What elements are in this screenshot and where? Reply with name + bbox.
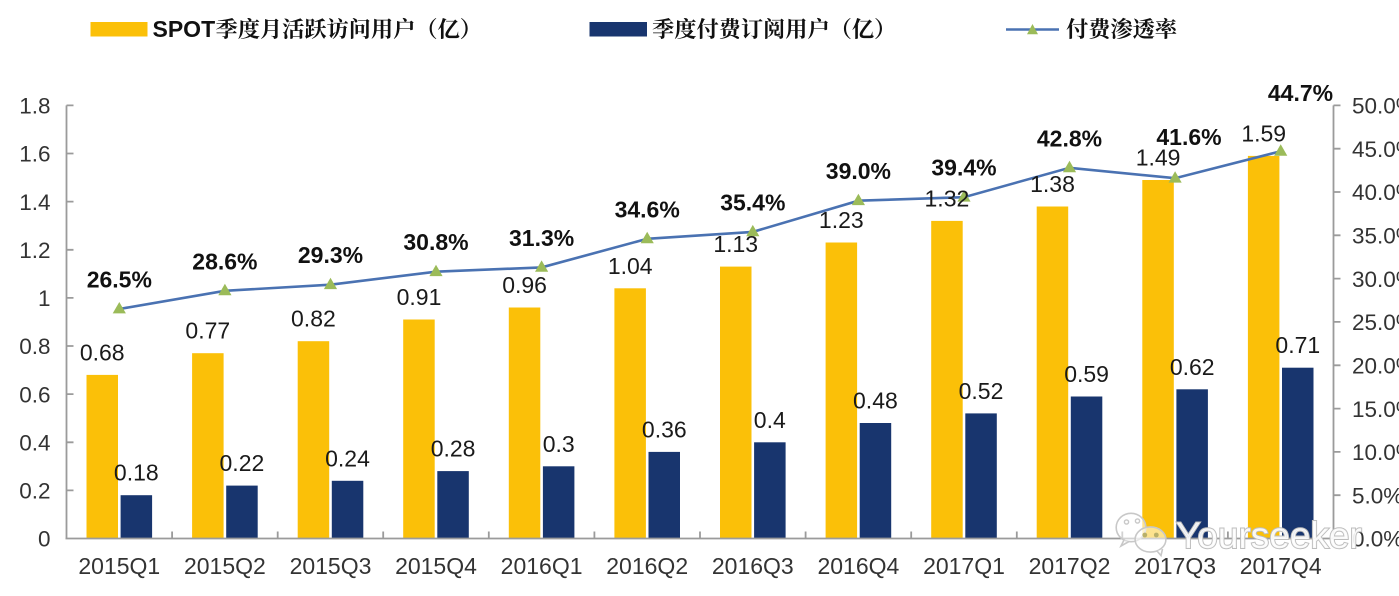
svg-text:0.91: 0.91 [397, 284, 442, 310]
svg-text:Yourseeker: Yourseeker [1176, 515, 1362, 556]
svg-text:31.3%: 31.3% [509, 225, 574, 251]
svg-text:29.3%: 29.3% [298, 242, 363, 268]
svg-text:0.59: 0.59 [1064, 361, 1109, 387]
svg-text:1.59: 1.59 [1241, 120, 1286, 146]
svg-text:1.2: 1.2 [19, 238, 50, 263]
svg-text:2017Q2: 2017Q2 [1029, 553, 1111, 579]
svg-text:25.0%: 25.0% [1352, 310, 1399, 335]
svg-text:2017Q4: 2017Q4 [1240, 553, 1322, 579]
svg-text:39.4%: 39.4% [931, 155, 996, 181]
svg-text:2016Q3: 2016Q3 [712, 553, 794, 579]
svg-text:20.0%: 20.0% [1352, 354, 1399, 379]
svg-text:2015Q1: 2015Q1 [78, 553, 160, 579]
svg-text:15.0%: 15.0% [1352, 397, 1399, 422]
svg-text:0.4: 0.4 [754, 407, 786, 433]
svg-text:0: 0 [38, 527, 51, 552]
svg-text:0.68: 0.68 [80, 339, 125, 365]
svg-text:39.0%: 39.0% [826, 158, 891, 184]
svg-text:2015Q4: 2015Q4 [395, 553, 477, 579]
svg-text:0.6: 0.6 [19, 382, 50, 407]
svg-text:1.8: 1.8 [19, 94, 50, 119]
svg-text:44.7%: 44.7% [1268, 80, 1333, 106]
svg-text:35.4%: 35.4% [720, 189, 785, 215]
svg-text:50.0%: 50.0% [1352, 94, 1399, 119]
svg-text:2017Q1: 2017Q1 [923, 553, 1005, 579]
svg-text:0.2: 0.2 [19, 479, 50, 504]
svg-text:0.48: 0.48 [853, 388, 898, 414]
svg-text:1.13: 1.13 [713, 231, 758, 257]
svg-text:2016Q1: 2016Q1 [501, 553, 583, 579]
svg-text:35.0%: 35.0% [1352, 224, 1399, 249]
svg-text:45.0%: 45.0% [1352, 137, 1399, 162]
svg-text:1.04: 1.04 [608, 253, 653, 279]
svg-text:0.4: 0.4 [19, 431, 50, 456]
svg-text:0.96: 0.96 [502, 272, 547, 298]
svg-text:2015Q2: 2015Q2 [184, 553, 266, 579]
svg-text:30.8%: 30.8% [403, 229, 468, 255]
svg-text:2017Q3: 2017Q3 [1134, 553, 1216, 579]
svg-text:40.0%: 40.0% [1352, 180, 1399, 205]
svg-text:0.3: 0.3 [543, 431, 575, 457]
svg-text:0.8: 0.8 [19, 334, 50, 359]
svg-text:2016Q4: 2016Q4 [817, 553, 899, 579]
svg-text:26.5%: 26.5% [87, 267, 152, 293]
svg-text:1.38: 1.38 [1030, 171, 1075, 197]
svg-text:42.8%: 42.8% [1037, 125, 1102, 151]
svg-text:0.36: 0.36 [642, 416, 687, 442]
svg-text:0.0%: 0.0% [1352, 527, 1399, 552]
svg-text:1.6: 1.6 [19, 142, 50, 167]
svg-text:0.71: 0.71 [1275, 332, 1320, 358]
svg-text:1.49: 1.49 [1136, 145, 1181, 171]
svg-text:41.6%: 41.6% [1156, 124, 1221, 150]
svg-text:10.0%: 10.0% [1352, 440, 1399, 465]
svg-text:2015Q3: 2015Q3 [290, 553, 372, 579]
svg-text:1: 1 [38, 286, 51, 311]
svg-text:28.6%: 28.6% [192, 248, 257, 274]
svg-text:0.28: 0.28 [431, 436, 476, 462]
svg-text:1.4: 1.4 [19, 190, 50, 215]
svg-text:0.77: 0.77 [185, 318, 230, 344]
svg-text:0.52: 0.52 [959, 378, 1004, 404]
svg-text:0.82: 0.82 [291, 306, 336, 332]
svg-text:0.18: 0.18 [114, 460, 159, 486]
svg-text:1.23: 1.23 [819, 207, 864, 233]
svg-text:34.6%: 34.6% [615, 196, 680, 222]
svg-text:0.62: 0.62 [1170, 354, 1215, 380]
svg-text:SPOT: SPOT [153, 16, 216, 42]
svg-text:30.0%: 30.0% [1352, 267, 1399, 292]
svg-text:5.0%: 5.0% [1352, 483, 1399, 508]
svg-text:0.24: 0.24 [325, 445, 370, 471]
svg-text:1.32: 1.32 [925, 185, 970, 211]
svg-text:0.22: 0.22 [220, 450, 265, 476]
svg-text:2016Q2: 2016Q2 [606, 553, 688, 579]
